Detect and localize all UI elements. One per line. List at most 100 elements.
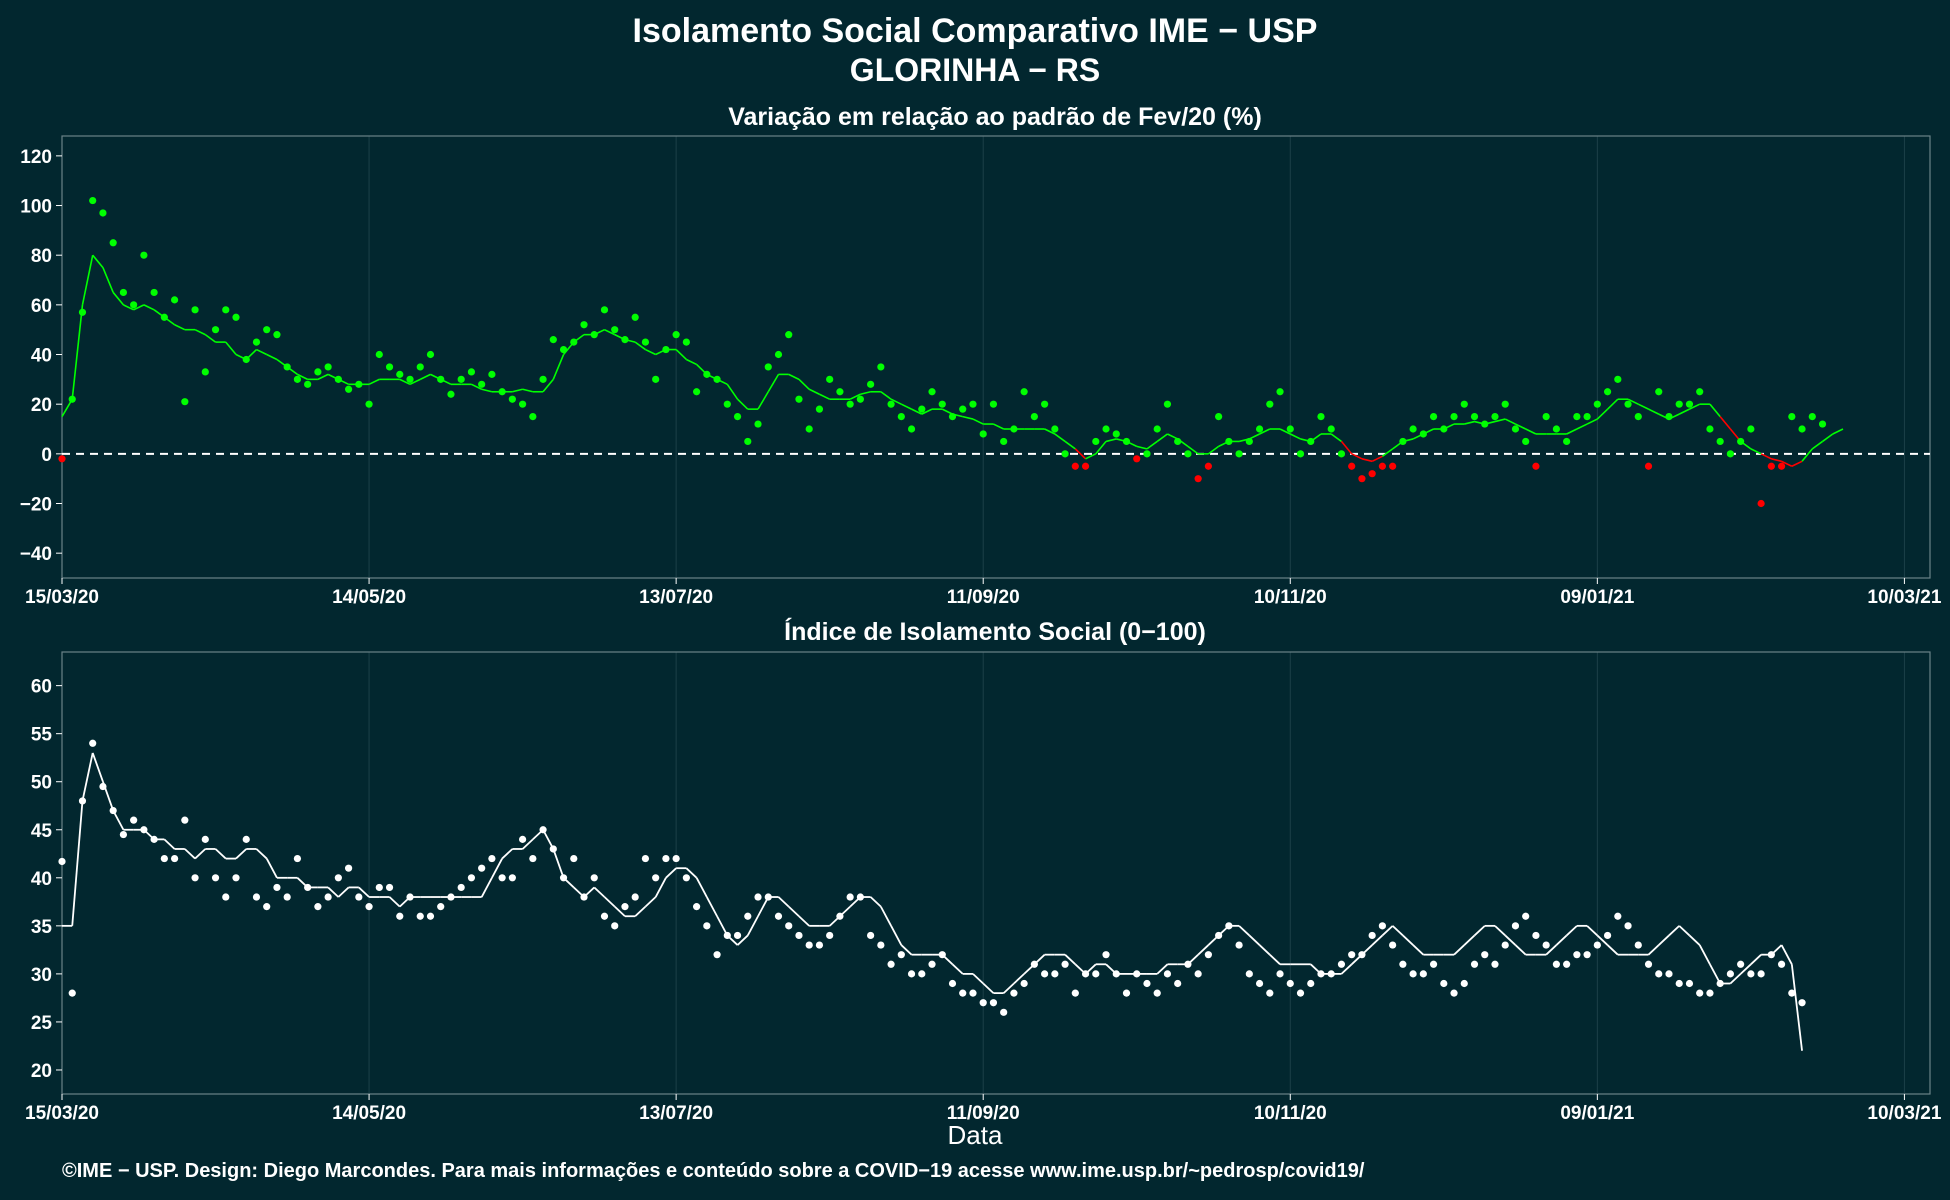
- moving-average-segment: [900, 403, 912, 410]
- data-point: [1071, 462, 1079, 470]
- data-point: [1071, 989, 1079, 997]
- moving-average-segment: [1791, 460, 1803, 467]
- moving-average-segment: [1555, 934, 1568, 946]
- data-point: [416, 912, 424, 920]
- data-point: [1552, 425, 1560, 433]
- moving-average-segment: [1453, 944, 1465, 956]
- moving-average-segment: [501, 848, 513, 860]
- data-point: [58, 455, 66, 463]
- data-point: [1685, 979, 1694, 988]
- moving-average-segment: [808, 388, 820, 395]
- data-point: [897, 412, 905, 421]
- data-point: [1143, 979, 1151, 988]
- moving-average-segment: [685, 867, 698, 879]
- moving-average-segment: [1760, 453, 1772, 460]
- data-point: [1102, 951, 1110, 959]
- data-point: [867, 931, 875, 940]
- moving-average-segment: [1402, 934, 1414, 946]
- data-point: [1501, 941, 1509, 949]
- data-point: [1726, 450, 1735, 458]
- data-point: [1798, 425, 1806, 433]
- data-point: [1563, 437, 1571, 446]
- data-point: [99, 782, 107, 791]
- data-point: [365, 903, 373, 911]
- data-point: [713, 375, 721, 383]
- data-point: [478, 380, 486, 388]
- data-point: [590, 874, 598, 882]
- data-point: [1378, 922, 1386, 930]
- data-point: [283, 363, 291, 371]
- data-point: [611, 326, 619, 334]
- data-point: [1532, 931, 1540, 940]
- data-point: [1440, 425, 1448, 433]
- data-point: [160, 854, 168, 863]
- moving-average-segment: [1545, 944, 1558, 956]
- top-panel-title: Variação em relação ao padrão de Fev/20 …: [728, 103, 1262, 131]
- moving-average-segment: [327, 886, 339, 898]
- moving-average-segment: [757, 896, 770, 917]
- data-point: [1603, 388, 1612, 396]
- data-point: [211, 326, 220, 334]
- moving-average-segment: [736, 934, 749, 946]
- moving-average-segment: [1781, 460, 1793, 467]
- data-point: [1358, 951, 1366, 959]
- moving-average-segment: [1688, 934, 1701, 946]
- data-point: [252, 893, 261, 901]
- data-point: [1317, 412, 1325, 421]
- data-point: [1133, 970, 1141, 978]
- data-point: [1245, 970, 1253, 978]
- data-point: [887, 400, 895, 408]
- moving-average-segment: [1064, 440, 1076, 450]
- moving-average-segment: [552, 848, 565, 879]
- moving-average-segment: [1627, 398, 1639, 405]
- data-point: [1389, 462, 1397, 470]
- moving-average-segment: [767, 373, 780, 393]
- data-point: [1122, 989, 1131, 997]
- moving-average-segment: [1473, 925, 1486, 937]
- data-point: [611, 922, 619, 930]
- moving-average-segment: [1504, 934, 1517, 946]
- data-point: [1296, 450, 1305, 458]
- moving-average-segment: [675, 348, 687, 361]
- data-point: [1767, 951, 1775, 959]
- moving-average-segment: [1064, 954, 1076, 965]
- data-point: [805, 425, 813, 433]
- moving-average-segment: [603, 896, 616, 908]
- moving-average-segment: [1832, 428, 1844, 435]
- data-point: [1378, 462, 1386, 470]
- data-point: [1501, 400, 1509, 408]
- moving-average-segment: [102, 267, 114, 293]
- data-point: [1317, 970, 1325, 978]
- moving-average-segment: [880, 391, 892, 400]
- moving-average-segment: [71, 800, 84, 926]
- data-point: [600, 912, 609, 920]
- moving-average-segment: [1381, 925, 1394, 937]
- data-point: [324, 363, 332, 371]
- data-point: [539, 375, 547, 383]
- y-tick-label: 45: [31, 821, 53, 842]
- data-point: [1706, 425, 1714, 433]
- moving-average-segment: [1074, 448, 1087, 460]
- data-point: [334, 874, 342, 882]
- data-point: [1757, 970, 1765, 978]
- data-point: [324, 893, 332, 901]
- data-point: [150, 288, 158, 297]
- moving-average-segment: [542, 378, 554, 393]
- moving-average-segment: [1504, 418, 1516, 425]
- moving-average-segment: [1648, 408, 1660, 415]
- data-point: [867, 380, 875, 388]
- data-point: [703, 370, 711, 378]
- data-point: [1757, 499, 1765, 508]
- moving-average-segment: [1494, 925, 1506, 937]
- y-tick-label: 40: [31, 869, 52, 890]
- data-point: [1204, 951, 1212, 959]
- data-point: [1348, 462, 1356, 470]
- data-point: [1133, 455, 1141, 463]
- data-point: [1460, 400, 1468, 408]
- moving-average-segment: [1586, 418, 1598, 425]
- moving-average-segment: [1207, 445, 1220, 455]
- data-point: [1419, 430, 1427, 438]
- data-point: [1460, 979, 1468, 988]
- data-point: [1225, 437, 1233, 446]
